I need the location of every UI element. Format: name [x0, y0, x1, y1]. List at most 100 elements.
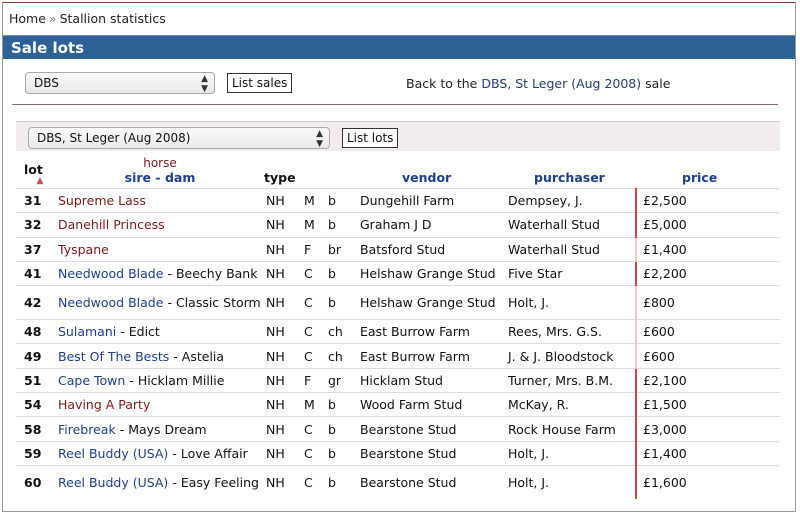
lots-select[interactable]: DBS, St Leger (Aug 2008) ▲ ▼ [28, 127, 330, 149]
purchaser-name: Holt, J. [506, 285, 636, 320]
breadcrumb-home-link[interactable]: Home [9, 11, 46, 26]
type-code: NH [264, 392, 302, 417]
lots-filter-bar: DBS, St Leger (Aug 2008) ▲ ▼ List lots [16, 121, 780, 151]
price-value: £1,500 [635, 392, 780, 417]
horse-sire-link[interactable]: Danehill Princess [58, 217, 165, 233]
purchaser-name: Holt, J. [506, 440, 636, 466]
dam-name: Hicklam Millie [137, 372, 225, 388]
horse-cell: Danehill Princess [56, 212, 264, 238]
section-divider [12, 104, 778, 105]
purchaser-name: Turner, Mrs. B.M. [506, 367, 636, 393]
type-code: NH [264, 285, 302, 320]
type-code: NH [264, 343, 302, 369]
lot-number: 51 [16, 367, 56, 393]
horse-sire-link[interactable]: Reel Buddy (USA) [58, 445, 169, 461]
lot-number: 41 [16, 260, 56, 286]
lot-column-header[interactable]: lot ▲ [16, 156, 56, 189]
lot-number: 48 [16, 319, 56, 344]
sire-dam-dash: - [155, 170, 161, 185]
list-sales-button[interactable]: List sales [227, 73, 293, 93]
colour-code: b [326, 392, 358, 417]
horse-sire-link[interactable]: Reel Buddy (USA) [58, 475, 169, 491]
price-value: £1,400 [635, 440, 780, 466]
lot-number: 42 [16, 285, 56, 320]
price-value: £600 [635, 319, 780, 344]
list-lots-button[interactable]: List lots [342, 128, 399, 148]
dam-separator: - [167, 295, 172, 311]
type-code: NH [264, 440, 302, 466]
price-value: £1,400 [635, 236, 780, 262]
sex-code: C [302, 319, 326, 344]
purchaser-column-header[interactable]: purchaser [534, 170, 605, 185]
dam-separator: - [120, 324, 125, 340]
dam-separator: - [129, 372, 134, 388]
horse-sire-link[interactable]: Tyspane [58, 241, 109, 257]
sales-select[interactable]: DBS ▲ ▼ [25, 72, 215, 94]
horse-sire-link[interactable]: Needwood Blade [58, 295, 164, 311]
dam-name: Mays Dream [128, 421, 207, 437]
sex-code: C [302, 260, 326, 286]
colour-code: ch [326, 319, 358, 344]
back-sale-link[interactable]: DBS, St Leger (Aug 2008) [481, 76, 642, 91]
horse-cell: Reel Buddy (USA) - Love Affair [56, 440, 264, 466]
sex-code: M [302, 187, 326, 213]
lots-select-value: DBS, St Leger (Aug 2008) [37, 131, 191, 145]
horse-cell: Having A Party [56, 392, 264, 417]
purchaser-name: J. & J. Bloodstock [506, 343, 636, 369]
dam-separator: - [119, 421, 125, 437]
vendor-column-header[interactable]: vendor [402, 170, 452, 185]
horse-sire-link[interactable]: Having A Party [58, 397, 151, 413]
horse-cell: Reel Buddy (USA) - Easy Feeling [56, 464, 264, 500]
type-column-header: type [264, 170, 296, 185]
colour-code: b [326, 440, 358, 466]
vendor-name: Helshaw Grange Stud [358, 260, 506, 286]
price-value: £600 [635, 343, 780, 369]
sire-header-label[interactable]: sire [124, 170, 152, 185]
dam-name: Classic Storm [175, 295, 261, 311]
horse-sire-link[interactable]: Firebreak [58, 421, 116, 437]
breadcrumb: Home» Stallion statistics [3, 3, 795, 35]
sale-lots-table: lot ▲ horse sire - dam type vendor purch… [16, 156, 780, 500]
type-code: NH [264, 187, 302, 213]
lot-header-label: lot [24, 162, 43, 177]
vendor-name: Bearstone Stud [358, 416, 506, 442]
horse-sire-link[interactable]: Sulamani [58, 324, 117, 340]
horse-sire-link[interactable]: Best Of The Bests [58, 348, 170, 364]
type-code: NH [264, 260, 302, 286]
vendor-name: Helshaw Grange Stud [358, 285, 506, 320]
horse-cell: Needwood Blade - Classic Storm [56, 285, 264, 320]
vendor-name: East Burrow Farm [358, 319, 506, 344]
colour-code: b [326, 187, 358, 213]
sex-code: M [302, 212, 326, 238]
dam-name: Love Affair [180, 445, 248, 461]
type-code: NH [264, 464, 302, 500]
colour-code: b [326, 212, 358, 238]
sex-code: C [302, 440, 326, 466]
horse-cell: Firebreak - Mays Dream [56, 416, 264, 442]
vendor-name: Graham J D [358, 212, 506, 238]
page-title: Sale lots [3, 35, 795, 59]
purchaser-name: Waterhall Stud [506, 212, 636, 238]
horse-sire-link[interactable]: Cape Town [58, 372, 126, 388]
price-value: £2,500 [635, 187, 780, 213]
horse-column-header[interactable]: horse sire - dam [56, 156, 264, 189]
horse-sire-link[interactable]: Supreme Lass [58, 193, 146, 209]
price-column-header[interactable]: price [682, 170, 718, 185]
dam-header-label[interactable]: dam [164, 170, 196, 185]
sex-code: C [302, 285, 326, 320]
sex-code: C [302, 416, 326, 442]
dam-separator: - [173, 348, 178, 364]
select-arrows-icon: ▲ ▼ [201, 74, 208, 94]
sex-code: F [302, 367, 326, 393]
lot-number: 54 [16, 392, 56, 417]
dam-name: Edict [128, 324, 160, 340]
lot-number: 37 [16, 236, 56, 262]
horse-sire-link[interactable]: Needwood Blade [58, 266, 164, 282]
vendor-name: Bearstone Stud [358, 440, 506, 466]
